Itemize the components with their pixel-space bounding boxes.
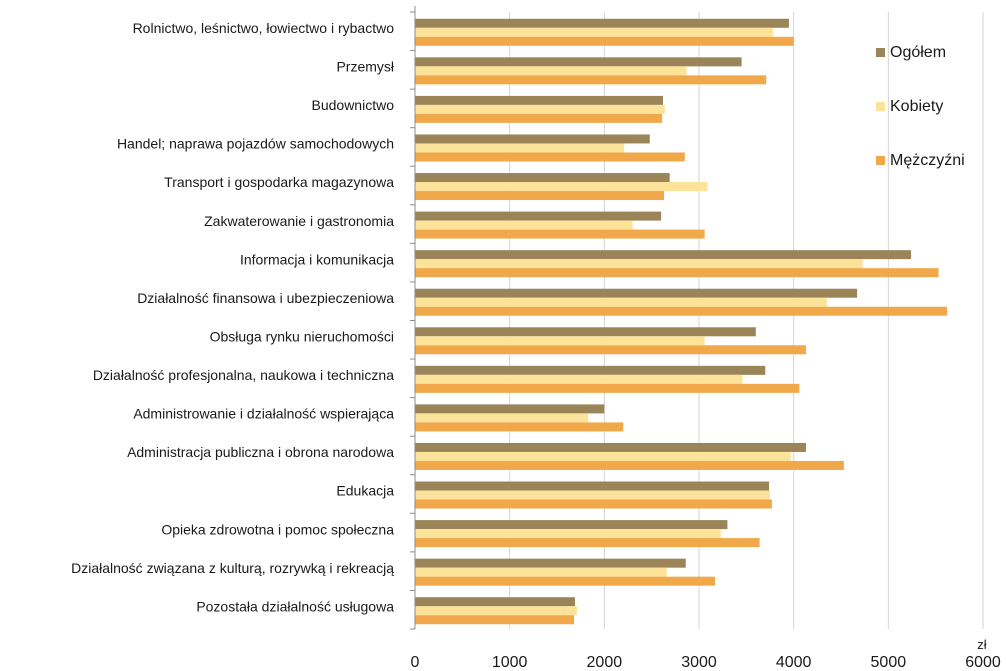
category-label-3: Handel; naprawa pojazdów samochodowych [117, 136, 394, 152]
category-label-9: Działalność profesjonalna, naukowa i tec… [93, 367, 394, 383]
bar-series-2-category-1 [415, 75, 767, 85]
category-label-7: Działalność finansowa i ubezpieczeniowa [137, 290, 394, 306]
bar-series-1-category-7 [415, 297, 827, 307]
bar-series-0-category-15 [415, 597, 575, 607]
bar-series-0-category-7 [415, 288, 858, 298]
x-tick-labels: 0 1000 2000 3000 4000 5000 6000 [411, 654, 1001, 671]
bar-series-0-category-1 [415, 57, 742, 67]
bar-series-2-category-13 [415, 538, 760, 548]
bar-series-0-category-9 [415, 365, 766, 375]
bar-series-1-category-5 [415, 220, 633, 230]
category-label-12: Edukacja [336, 483, 394, 499]
bar-series-2-category-10 [415, 422, 624, 432]
x-tick-label-4: 4000 [776, 654, 812, 671]
bar-series-1-category-2 [415, 104, 665, 114]
bar-series-1-category-0 [415, 27, 773, 37]
bar-series-2-category-4 [415, 191, 664, 201]
bar-series-2-category-15 [415, 615, 575, 625]
category-label-2: Budownictwo [312, 97, 395, 113]
bars [415, 18, 948, 625]
tick-marks [410, 11, 415, 630]
category-label-13: Opieka zdrowotna i pomoc społeczna [161, 521, 394, 537]
bar-series-1-category-13 [415, 529, 721, 539]
legend-swatch-2 [876, 156, 885, 165]
legend-swatch-0 [876, 48, 885, 57]
category-label-10: Administrowanie i działalność wspierając… [133, 406, 394, 422]
bar-series-0-category-6 [415, 250, 912, 260]
bar-series-1-category-4 [415, 182, 708, 192]
bar-series-2-category-2 [415, 113, 663, 123]
category-label-4: Transport i gospodarka magazynowa [164, 174, 394, 190]
x-tick-label-3: 3000 [681, 654, 717, 671]
legend: Ogółem Kobiety Mężczyźni [876, 44, 965, 169]
bar-series-1-category-6 [415, 259, 863, 269]
category-label-5: Zakwaterowanie i gastronomia [204, 213, 394, 229]
bar-series-0-category-0 [415, 18, 789, 28]
legend-label-0: Ogółem [890, 44, 946, 61]
bar-series-0-category-5 [415, 211, 662, 221]
bar-series-1-category-8 [415, 336, 705, 346]
category-label-11: Administracja publiczna i obrona narodow… [127, 444, 394, 460]
category-labels: Rolnictwo, leśnictwo, łowiectwo i rybact… [71, 20, 395, 614]
category-label-6: Informacja i komunikacja [240, 251, 394, 267]
category-label-15: Pozostała działalność usługowa [196, 598, 394, 614]
bar-series-2-category-12 [415, 499, 772, 509]
x-tick-label-5: 5000 [871, 654, 907, 671]
bar-series-1-category-11 [415, 451, 791, 461]
bar-series-2-category-11 [415, 460, 844, 470]
legend-swatch-1 [876, 102, 885, 111]
bar-series-0-category-13 [415, 520, 728, 530]
bar-series-0-category-14 [415, 558, 686, 568]
bar-series-0-category-11 [415, 442, 806, 452]
category-label-14: Działalność związana z kulturą, rozrywką… [71, 560, 394, 576]
legend-label-1: Kobiety [890, 98, 943, 115]
bar-series-2-category-14 [415, 576, 716, 586]
bar-series-2-category-3 [415, 152, 685, 162]
bar-series-0-category-4 [415, 173, 670, 183]
x-unit-label: zł [977, 637, 987, 652]
bar-series-2-category-9 [415, 383, 800, 393]
bar-series-1-category-9 [415, 374, 743, 384]
x-tick-label-2: 2000 [587, 654, 623, 671]
bar-series-1-category-1 [415, 66, 687, 76]
bar-series-0-category-12 [415, 481, 770, 491]
bar-series-1-category-12 [415, 490, 770, 500]
bar-series-1-category-3 [415, 143, 625, 153]
bar-series-2-category-5 [415, 229, 705, 239]
bar-series-1-category-15 [415, 606, 577, 616]
bar-series-0-category-8 [415, 327, 756, 337]
x-tick-label-6: 6000 [965, 654, 1001, 671]
x-tick-label-1: 1000 [492, 654, 528, 671]
bar-series-1-category-14 [415, 567, 667, 577]
bar-series-2-category-6 [415, 268, 939, 278]
bar-series-2-category-7 [415, 306, 948, 316]
bar-series-1-category-10 [415, 413, 589, 423]
category-label-1: Przemysł [336, 59, 394, 75]
bar-series-0-category-3 [415, 134, 650, 144]
category-label-8: Obsługa rynku nieruchomości [210, 328, 394, 344]
bar-series-0-category-10 [415, 404, 605, 414]
x-tick-label-0: 0 [411, 654, 420, 671]
bar-series-0-category-2 [415, 95, 664, 105]
bar-series-2-category-0 [415, 36, 794, 46]
legend-label-2: Mężczyźni [890, 152, 965, 169]
category-label-0: Rolnictwo, leśnictwo, łowiectwo i rybact… [133, 20, 395, 36]
bar-series-2-category-8 [415, 345, 806, 355]
